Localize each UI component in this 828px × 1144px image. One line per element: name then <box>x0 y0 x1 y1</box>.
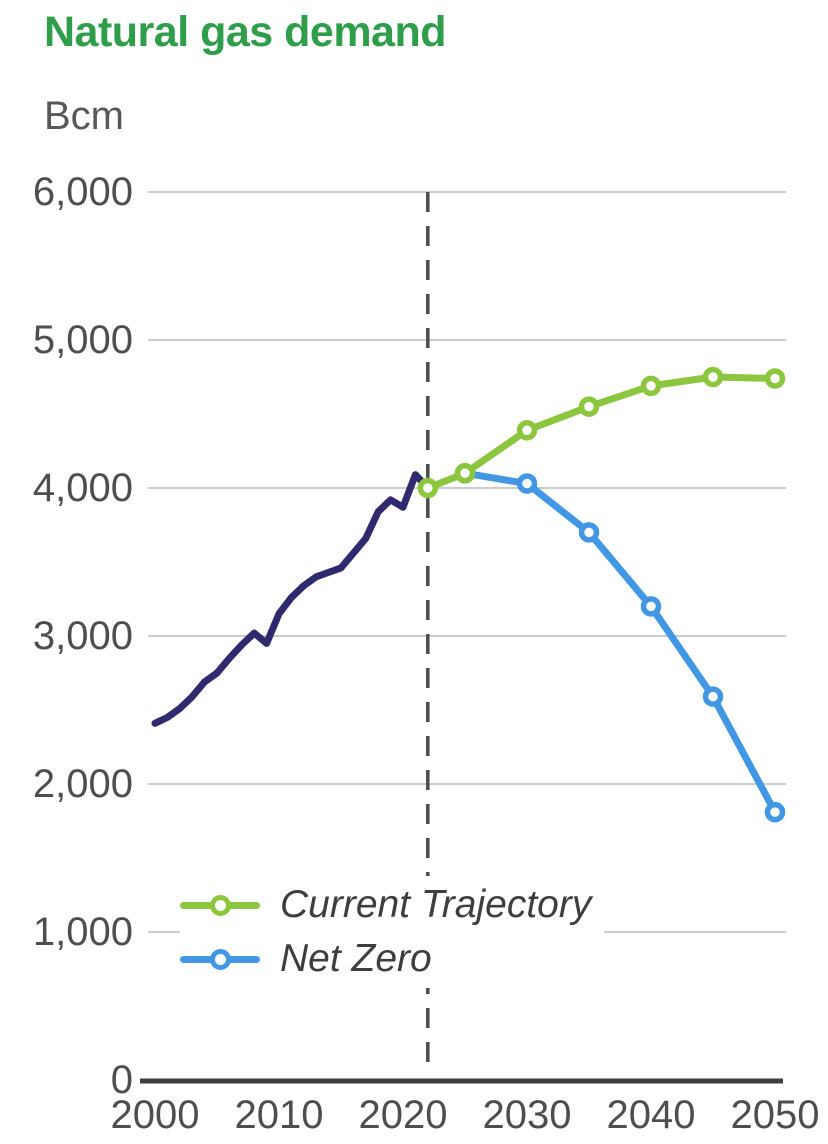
chart-legend: Current Trajectory Net Zero <box>180 876 604 988</box>
net-zero-marker-icon <box>180 947 260 971</box>
legend-item-net-zero: Net Zero <box>180 932 604 986</box>
x-tick-label: 2030 <box>482 1093 572 1137</box>
x-tick-label: 2000 <box>110 1093 200 1137</box>
y-tick-label: 3,000 <box>32 614 133 658</box>
y-axis-unit-label: Bcm <box>44 94 124 138</box>
y-tick-label: 4,000 <box>32 466 133 510</box>
x-tick-label: 2040 <box>606 1093 696 1137</box>
legend-label-net-zero: Net Zero <box>280 937 432 980</box>
y-tick-label: 2,000 <box>32 762 133 806</box>
legend-label-current-trajectory: Current Trajectory <box>280 883 592 926</box>
current-trajectory-marker-icon <box>180 893 260 917</box>
page-title: Natural gas demand <box>44 8 447 56</box>
x-tick-label: 2010 <box>234 1093 324 1137</box>
y-tick-label: 1,000 <box>32 910 133 954</box>
legend-item-current-trajectory: Current Trajectory <box>180 878 604 932</box>
x-tick-label: 2050 <box>730 1093 820 1137</box>
y-tick-label: 5,000 <box>32 318 133 362</box>
x-tick-label: 2020 <box>358 1093 448 1137</box>
y-tick-label: 0 <box>110 1058 133 1102</box>
y-tick-label: 6,000 <box>32 170 133 214</box>
